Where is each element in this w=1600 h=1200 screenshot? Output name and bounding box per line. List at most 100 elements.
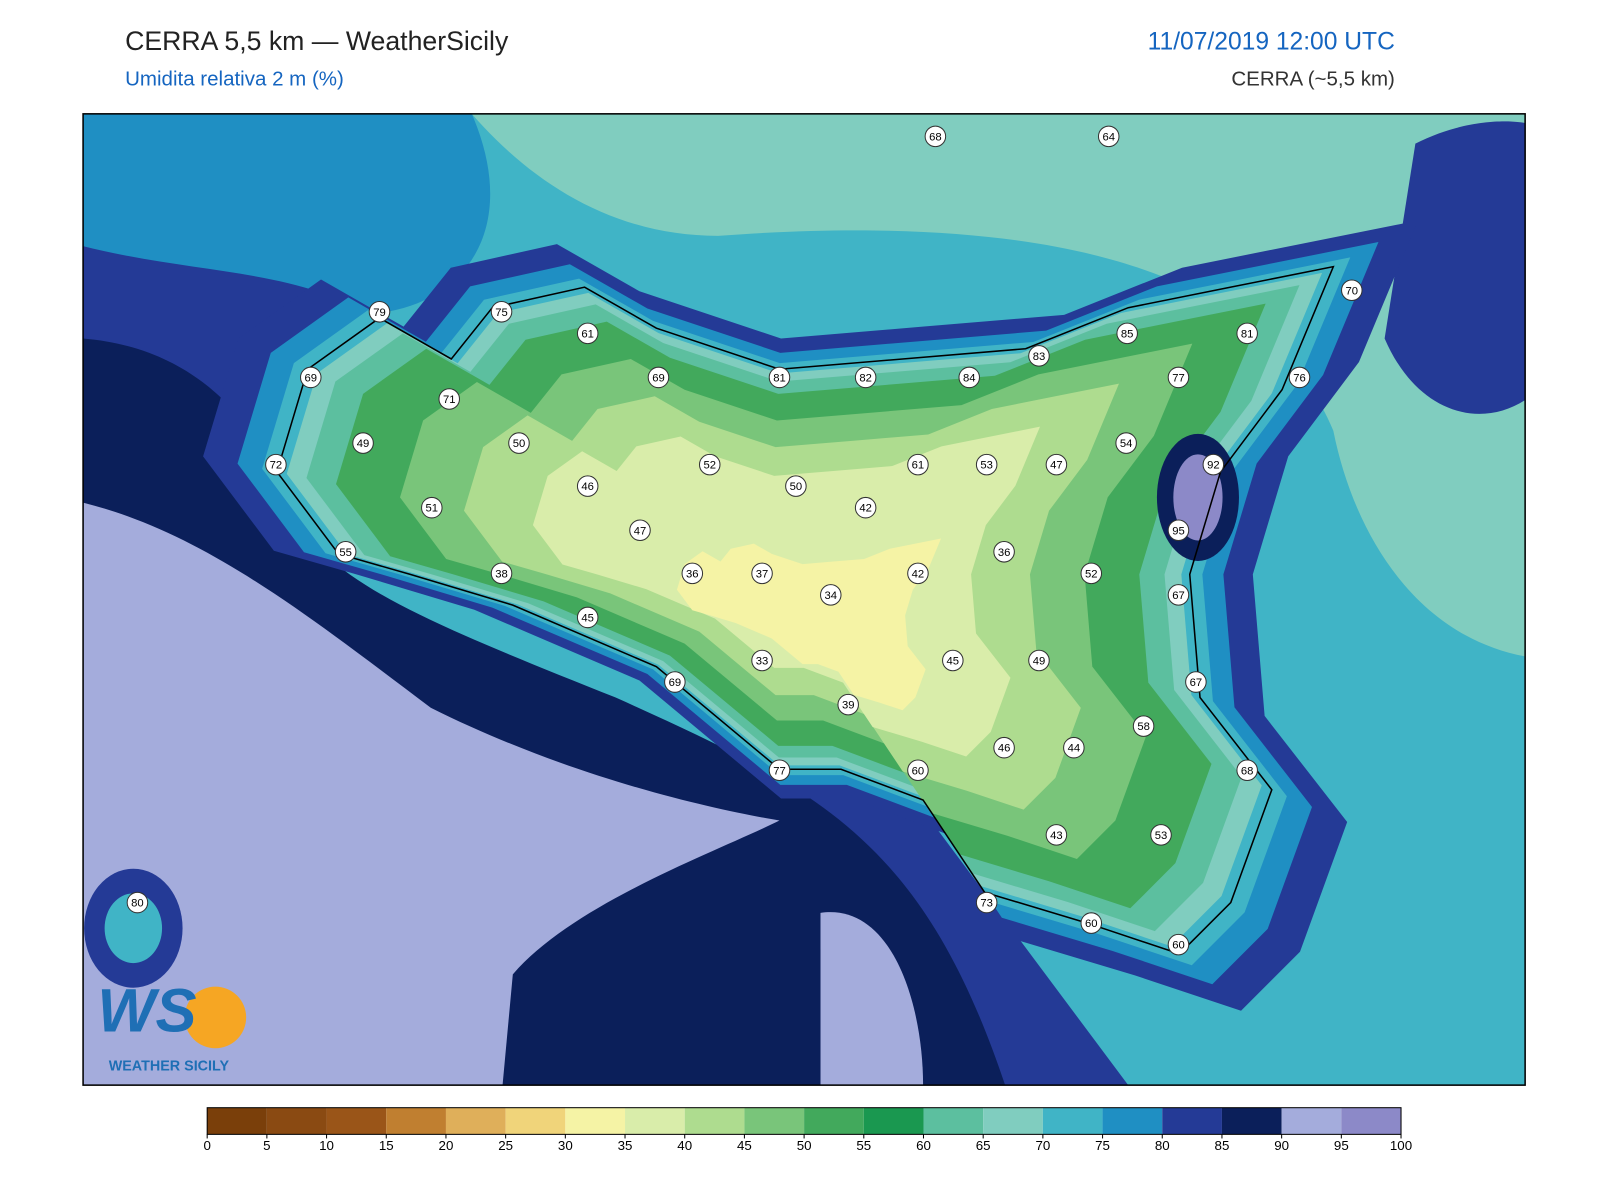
colorbar-bin bbox=[565, 1107, 626, 1135]
station-value: 53 bbox=[980, 460, 993, 472]
station-value: 75 bbox=[495, 307, 508, 319]
colorbar-tick-label: 45 bbox=[737, 1138, 752, 1153]
station-marker bbox=[1167, 366, 1190, 389]
station-marker bbox=[421, 496, 443, 519]
colorbar-bin bbox=[505, 1107, 566, 1135]
station-value: 58 bbox=[1137, 721, 1150, 733]
station-marker bbox=[1116, 322, 1138, 345]
subtitle: Umidita relativa 2 m (%) bbox=[125, 67, 344, 90]
station-marker bbox=[299, 366, 322, 389]
colorbar-bin bbox=[983, 1107, 1043, 1135]
colorbar-bin bbox=[863, 1107, 924, 1135]
colorbar-tick-label: 95 bbox=[1334, 1138, 1349, 1153]
colorbar-tick-label: 40 bbox=[677, 1138, 692, 1153]
station-value: 76 bbox=[1293, 372, 1306, 384]
station-value: 68 bbox=[929, 131, 942, 143]
station-marker bbox=[837, 693, 859, 716]
station-marker bbox=[768, 366, 791, 389]
station-marker bbox=[664, 671, 686, 693]
colorbar-tick-label: 65 bbox=[976, 1138, 991, 1153]
station-value: 34 bbox=[825, 590, 838, 602]
station-value: 60 bbox=[912, 765, 925, 777]
station-marker bbox=[647, 366, 670, 389]
title: CERRA 5,5 km — WeatherSicily bbox=[125, 26, 509, 56]
station-marker bbox=[768, 759, 791, 782]
station-marker bbox=[924, 125, 947, 148]
colorbar-tick-label: 20 bbox=[439, 1138, 454, 1153]
station-value: 49 bbox=[1033, 656, 1046, 668]
station-value: 55 bbox=[339, 547, 352, 559]
colorbar-tick-label: 10 bbox=[319, 1138, 334, 1153]
station-marker bbox=[975, 891, 998, 914]
station-value: 49 bbox=[357, 438, 370, 450]
colorbar-bin bbox=[266, 1107, 327, 1135]
colorbar-bin bbox=[1221, 1107, 1282, 1135]
station-marker bbox=[1167, 519, 1190, 542]
colorbar-bin bbox=[1162, 1107, 1222, 1135]
datetime: 11/07/2019 12:00 UTC bbox=[1148, 29, 1395, 56]
station-value: 52 bbox=[703, 460, 716, 472]
map-frame bbox=[82, 113, 1526, 1086]
station-value: 54 bbox=[1120, 438, 1133, 450]
station-value: 61 bbox=[912, 460, 925, 472]
station-marker bbox=[352, 432, 374, 454]
colorbar-bin bbox=[1341, 1107, 1402, 1135]
colorbar-tick-label: 70 bbox=[1035, 1138, 1050, 1153]
station-marker bbox=[629, 519, 651, 542]
station-value: 47 bbox=[1050, 460, 1063, 472]
colorbar-bin bbox=[804, 1107, 864, 1135]
station-marker bbox=[681, 562, 704, 585]
colorbar-bin bbox=[386, 1107, 446, 1135]
station-marker bbox=[1202, 453, 1225, 476]
colorbar-tick-label: 90 bbox=[1274, 1138, 1289, 1153]
station-value: 60 bbox=[1085, 918, 1098, 930]
colorbar-tick-label: 0 bbox=[203, 1138, 210, 1153]
station-value: 95 bbox=[1172, 525, 1185, 537]
station-marker bbox=[1185, 671, 1207, 693]
station-value: 67 bbox=[1172, 590, 1185, 602]
station-value: 60 bbox=[1172, 940, 1185, 952]
model-label: CERRA (~5,5 km) bbox=[1231, 67, 1394, 90]
colorbar-tick-label: 35 bbox=[618, 1138, 633, 1153]
station-marker bbox=[1132, 715, 1155, 737]
station-marker bbox=[126, 891, 149, 914]
station-marker bbox=[1236, 322, 1258, 345]
station-marker bbox=[751, 562, 773, 585]
station-value: 69 bbox=[652, 372, 665, 384]
station-marker bbox=[698, 453, 721, 476]
station-value: 77 bbox=[1172, 372, 1185, 384]
station-value: 80 bbox=[131, 898, 144, 910]
colorbar-bin bbox=[1281, 1107, 1342, 1135]
colorbar-bin bbox=[445, 1107, 506, 1135]
colorbar-tick-label: 75 bbox=[1095, 1138, 1110, 1153]
station-value: 85 bbox=[1121, 328, 1134, 340]
colorbar-bin bbox=[207, 1107, 267, 1135]
station-value: 53 bbox=[1155, 830, 1168, 842]
station-marker bbox=[958, 366, 980, 389]
colorbar-bin bbox=[923, 1107, 984, 1135]
station-value: 81 bbox=[773, 372, 786, 384]
station-value: 79 bbox=[373, 307, 386, 319]
station-marker bbox=[942, 649, 964, 672]
station-value: 33 bbox=[756, 656, 769, 668]
station-marker bbox=[1097, 125, 1120, 148]
station-value: 36 bbox=[686, 568, 699, 580]
station-marker bbox=[1115, 432, 1137, 454]
station-value: 70 bbox=[1346, 285, 1359, 297]
station-marker bbox=[576, 322, 599, 345]
station-value: 69 bbox=[305, 372, 318, 384]
station-value: 46 bbox=[998, 743, 1011, 755]
logo: WS WEATHER SICILY bbox=[97, 977, 247, 1074]
station-value: 52 bbox=[1085, 568, 1098, 580]
station-value: 50 bbox=[513, 438, 526, 450]
station-value: 45 bbox=[947, 656, 960, 668]
station-marker bbox=[1045, 824, 1068, 846]
station-marker bbox=[854, 366, 877, 389]
colorbar-tick-label: 100 bbox=[1390, 1138, 1412, 1153]
station-marker bbox=[490, 562, 513, 585]
station-value: 46 bbox=[581, 481, 594, 493]
station-marker bbox=[993, 541, 1015, 563]
station-marker bbox=[438, 388, 460, 410]
colorbar-tick-label: 80 bbox=[1155, 1138, 1170, 1153]
